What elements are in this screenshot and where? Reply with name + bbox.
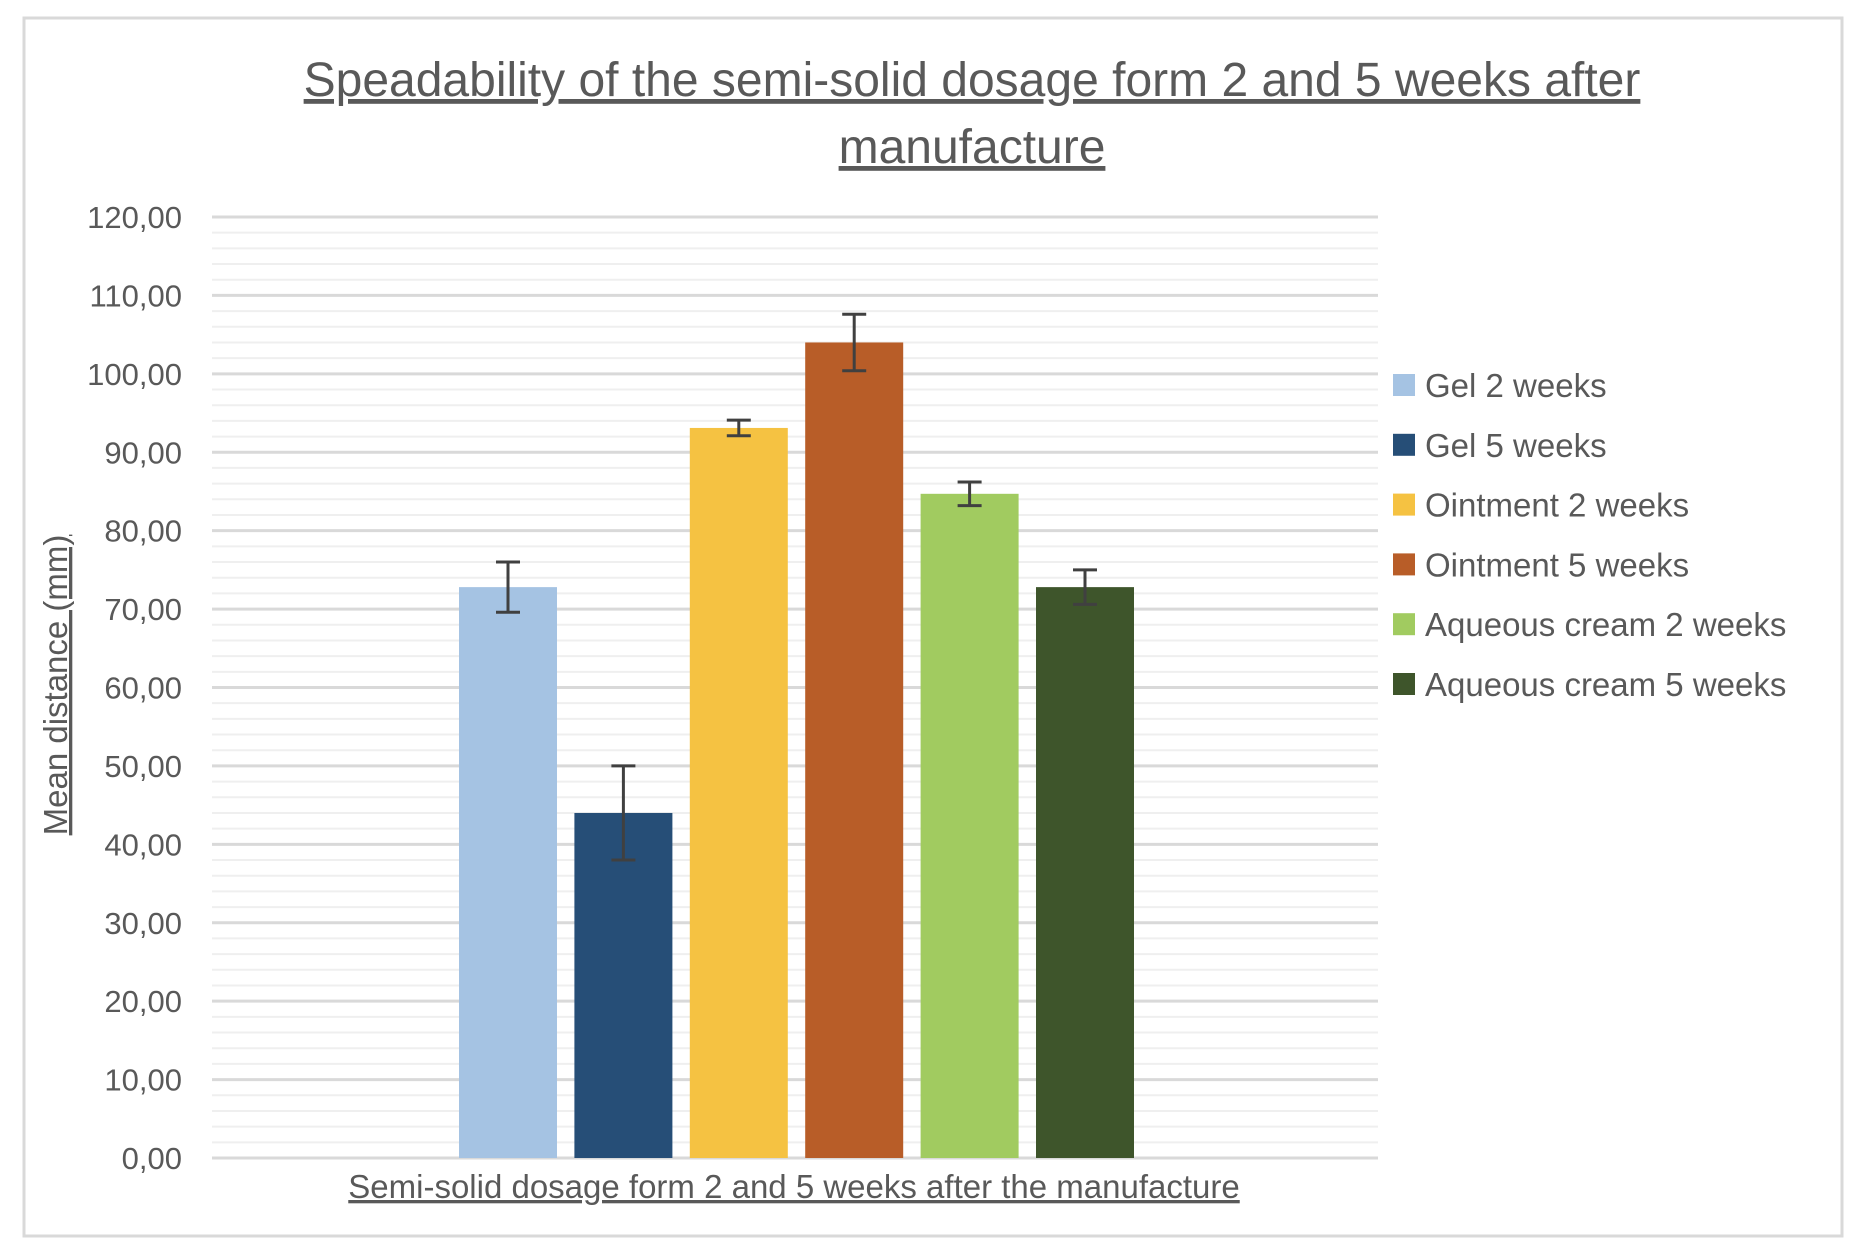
y-tick-label: 120,00 — [87, 200, 182, 235]
major-gridlines — [212, 215, 1378, 1160]
bar-gel-2-weeks — [459, 587, 557, 1158]
error-bar-gel-2-weeks — [496, 560, 520, 614]
legend-swatch — [1393, 493, 1415, 516]
legend-entry-ointment-5-weeks: Ointment 5 weeks — [1393, 546, 1689, 583]
bar-aqueous-cream-2-weeks — [920, 493, 1019, 1159]
legend-entry-aqueous-cream-5-weeks: Aqueous cream 5 weeks — [1393, 666, 1786, 703]
chart-title-line-2: manufacture — [839, 121, 1106, 174]
legend-swatch — [1393, 553, 1415, 576]
error-bar-ointment-5-weeks — [842, 312, 867, 373]
y-axis-label: Mean distance (mm) — [37, 535, 74, 836]
y-axis-tick-labels: 0,00 10,00 20,00 30,00 40,00 50,00 60,00 70,00 8… — [87, 200, 182, 1176]
y-tick-label: 100,00 — [87, 357, 182, 392]
y-tick-label: 90,00 — [104, 435, 182, 470]
legend-swatch — [1393, 613, 1415, 636]
bar-aqueous-cream-5-weeks — [1036, 587, 1134, 1158]
minor-gridlines — [212, 231, 1378, 1144]
error-bar-gel-5-weeks — [611, 764, 636, 862]
y-tick-label: 60,00 — [104, 671, 182, 706]
legend-label: Ointment 2 weeks — [1425, 487, 1689, 524]
y-tick-label: 80,00 — [104, 514, 182, 549]
legend-swatch — [1393, 673, 1415, 695]
bar-ointment-5-weeks — [805, 342, 904, 1158]
y-tick-label: 30,00 — [104, 906, 182, 941]
legend-label: Aqueous cream 5 weeks — [1425, 666, 1786, 703]
bar-gel-5-weeks — [574, 812, 673, 1158]
error-bar-ointment-2-weeks — [726, 418, 751, 438]
legend: Gel 2 weeks Gel 5 weeks Ointment 2 weeks Oi… — [1393, 367, 1786, 703]
y-tick-label: 50,00 — [104, 749, 182, 784]
y-tick-label: 40,00 — [104, 827, 182, 862]
y-tick-label: 70,00 — [104, 592, 182, 627]
legend-label: Gel 2 weeks — [1425, 367, 1607, 404]
legend-label: Gel 5 weeks — [1425, 427, 1607, 464]
legend-entry-gel-5-weeks: Gel 5 weeks — [1393, 427, 1607, 464]
error-bars — [496, 312, 1097, 862]
error-bar-aqueous-cream-5-weeks — [1073, 568, 1097, 606]
legend-swatch — [1393, 433, 1415, 456]
legend-entry-aqueous-cream-2-weeks: Aqueous cream 2 weeks — [1393, 606, 1786, 643]
y-tick-label: 110,00 — [89, 278, 182, 313]
bar-ointment-2-weeks — [689, 427, 788, 1159]
legend-label: Ointment 5 weeks — [1425, 546, 1689, 583]
chart-title-line-1: Speadability of the semi-solid dosage fo… — [304, 54, 1641, 107]
y-tick-label: 10,00 — [104, 1063, 182, 1098]
legend-label: Aqueous cream 2 weeks — [1425, 606, 1786, 643]
bars — [459, 342, 1134, 1159]
legend-entry-gel-2-weeks: Gel 2 weeks — [1393, 367, 1607, 404]
y-tick-label: 20,00 — [104, 984, 182, 1019]
legend-entry-ointment-2-weeks: Ointment 2 weeks — [1393, 487, 1689, 524]
y-tick-label: 0,00 — [122, 1141, 182, 1176]
x-axis-label: Semi-solid dosage form 2 and 5 weeks aft… — [348, 1168, 1239, 1205]
error-bar-aqueous-cream-2-weeks — [957, 480, 982, 508]
legend-swatch — [1393, 374, 1415, 396]
